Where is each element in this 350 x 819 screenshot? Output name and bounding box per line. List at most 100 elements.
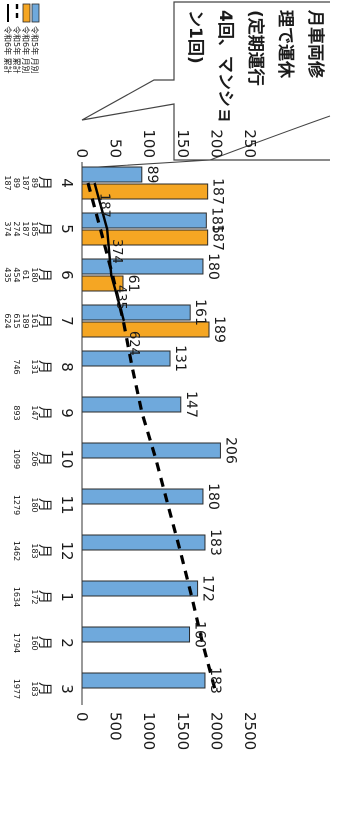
left-tick-150: 150: [174, 129, 192, 158]
label-r5-11: 183: [207, 667, 223, 694]
label-r6-cum-2: 435: [113, 285, 128, 310]
category-unit-4: 月: [36, 360, 52, 374]
table-cell-0-9: 172: [30, 589, 39, 604]
data-table: 令和5年 月別 89 185 180 161 131 147 206 180 183 172 160 1…: [3, 3, 40, 699]
left-tick-200: 200: [207, 129, 225, 158]
category-number-7: 11: [58, 495, 76, 514]
line-r6-cumulative: [93, 182, 126, 322]
table-cell-0-7: 180: [30, 497, 39, 512]
left-tick-50: 50: [107, 139, 125, 158]
table-cell-1-0: 187: [21, 175, 30, 190]
left-axis: 0 50 100 150 200 250: [73, 129, 259, 158]
table-cell-2-8: 1462: [12, 541, 21, 561]
table-cell-2-1: 274: [12, 221, 21, 236]
category-number-5: 9: [58, 408, 76, 418]
label-r5-9: 172: [200, 575, 216, 602]
category-unit-9: 月: [36, 590, 52, 604]
callout-pointer: [81, 115, 331, 169]
table-row-label-2: 令和5年 累計: [12, 26, 22, 74]
category-unit-1: 月: [36, 222, 52, 236]
callout-line-3: (定期運行: [245, 10, 266, 86]
category-unit-3: 月: [36, 314, 52, 328]
callout-line-4: 4回、マンショ: [215, 10, 235, 124]
bar-r5-5: [81, 396, 182, 413]
category-number-0: 4: [58, 178, 76, 188]
right-tick-1500: 1500: [174, 712, 192, 750]
category-number-6: 10: [58, 449, 76, 468]
category-number-11: 3: [58, 684, 76, 694]
bar-r6-3: [81, 321, 210, 338]
data-labels: 89 185 180 161 131 147 206 180 183 172 160 183 187 18…: [97, 166, 239, 694]
category-unit-8: 月: [36, 544, 52, 558]
category-number-9: 1: [58, 592, 76, 602]
label-r6-3: 189: [211, 316, 227, 343]
category-number-4: 8: [58, 362, 76, 372]
category-unit-2: 月: [36, 268, 52, 282]
category-number-2: 6: [58, 270, 76, 280]
callout-box: [81, 1, 330, 161]
table-cell-3-3: 624: [3, 313, 12, 328]
category-number-1: 5: [58, 224, 76, 234]
label-r5-8: 183: [207, 529, 223, 556]
label-r6-cum-0: 187: [97, 193, 112, 218]
cumulative-lines: [86, 182, 217, 690]
table-cell-2-4: 746: [12, 359, 21, 374]
bar-r5-11: [81, 672, 206, 689]
label-r5-0: 89: [144, 166, 160, 184]
table-row-label-3: 令和6年 累計: [3, 26, 13, 74]
table-cell-0-5: 147: [30, 405, 39, 420]
right-tick-2000: 2000: [207, 712, 225, 750]
label-r5-10: 160: [192, 621, 208, 648]
label-r5-2: 180: [205, 253, 221, 280]
bars: [81, 166, 221, 689]
table-cell-3-2: 435: [3, 267, 12, 282]
bar-r5-7: [81, 488, 204, 505]
table-cell-0-1: 185: [30, 221, 39, 236]
table-cell-2-0: 89: [12, 178, 21, 188]
left-tick-100: 100: [140, 129, 158, 158]
right-tick-0: 0: [73, 712, 91, 722]
bar-r5-3: [81, 304, 191, 321]
table-cell-0-2: 180: [30, 267, 39, 282]
table-cell-2-2: 454: [12, 267, 21, 282]
table-cell-1-1: 187: [21, 221, 30, 236]
category-unit-5: 月: [36, 406, 52, 420]
table-cell-2-9: 1634: [12, 587, 21, 607]
category-unit-10: 月: [36, 636, 52, 650]
table-cell-2-5: 893: [12, 405, 21, 420]
callout-line-2: 理で運休: [275, 10, 296, 79]
table-cell-1-2: 61: [21, 270, 30, 280]
legend-key-r6-monthly: [22, 3, 31, 23]
label-r5-5: 147: [183, 391, 199, 418]
label-r5-1: 185: [208, 207, 224, 234]
bar-r5-0: [81, 166, 143, 183]
category-unit-7: 月: [36, 498, 52, 512]
table-cell-0-3: 161: [30, 313, 39, 328]
right-axis: 0 500 1000 1500 2000 2500: [73, 712, 259, 750]
table-row-label-1: 令和6年 月別: [21, 26, 31, 74]
table-cell-1-3: 189: [21, 313, 30, 328]
label-r6-1: 187: [210, 224, 226, 251]
table-cell-0-0: 89: [30, 178, 39, 188]
label-r6-cum-3: 624: [126, 331, 141, 356]
table-cell-2-10: 1794: [12, 633, 21, 653]
table-row-label-0: 令和5年 月別: [30, 26, 40, 74]
category-number-8: 12: [58, 541, 76, 560]
label-r6-cum-1: 374: [109, 239, 124, 264]
right-tick-2500: 2500: [241, 712, 259, 750]
label-r6-0: 187: [210, 178, 226, 205]
callout-line-1: 月車両修: [305, 9, 326, 79]
bar-r5-9: [81, 580, 199, 597]
bar-r5-6: [81, 442, 221, 459]
category-unit-11: 月: [36, 682, 52, 696]
left-tick-250: 250: [241, 129, 259, 158]
right-tick-1000: 1000: [140, 712, 158, 750]
legend-key-r5-monthly: [31, 3, 40, 23]
table-cell-0-11: 183: [30, 681, 39, 696]
category-unit-6: 月: [36, 452, 52, 466]
bar-r5-2: [81, 258, 204, 275]
